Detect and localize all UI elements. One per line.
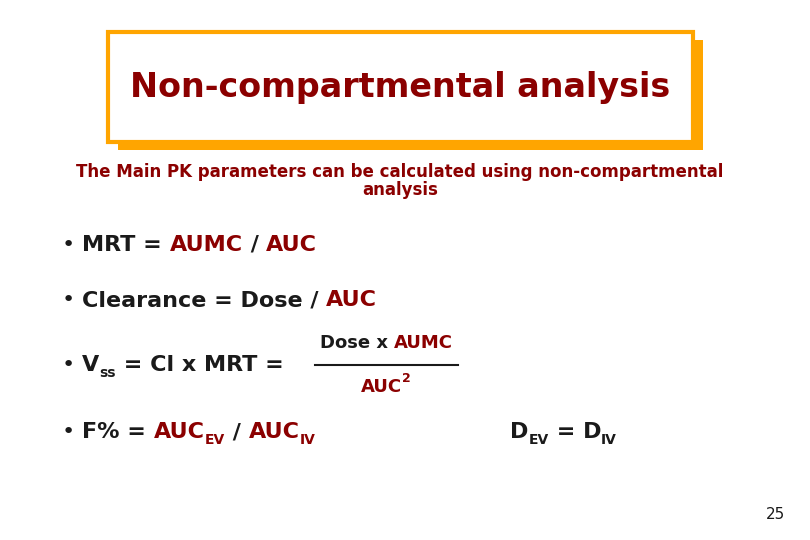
- Text: F% =: F% =: [82, 422, 154, 442]
- Text: AUC: AUC: [249, 422, 300, 442]
- Text: AUC: AUC: [326, 290, 377, 310]
- FancyBboxPatch shape: [118, 40, 703, 150]
- Text: EV: EV: [528, 433, 548, 447]
- Text: IV: IV: [601, 433, 617, 447]
- Text: D: D: [510, 422, 528, 442]
- Text: Clearance = Dose /: Clearance = Dose /: [82, 290, 326, 310]
- Text: analysis: analysis: [362, 181, 438, 199]
- Text: AUC: AUC: [266, 235, 318, 255]
- Text: = D: = D: [548, 422, 601, 442]
- Text: •: •: [62, 290, 75, 310]
- Text: 2: 2: [403, 373, 411, 386]
- Text: IV: IV: [300, 433, 315, 447]
- Text: AUMC: AUMC: [394, 334, 453, 352]
- Text: MRT =: MRT =: [82, 235, 169, 255]
- Text: •: •: [62, 422, 75, 442]
- Text: Non-compartmental analysis: Non-compartmental analysis: [130, 71, 670, 104]
- Text: /: /: [243, 235, 266, 255]
- Text: •: •: [62, 235, 75, 255]
- Text: ss: ss: [100, 366, 116, 380]
- Text: AUC: AUC: [154, 422, 205, 442]
- Text: AUMC: AUMC: [169, 235, 243, 255]
- Text: The Main PK parameters can be calculated using non-compartmental: The Main PK parameters can be calculated…: [76, 163, 723, 181]
- Text: V: V: [82, 355, 100, 375]
- Text: EV: EV: [205, 433, 225, 447]
- Text: = Cl x MRT =: = Cl x MRT =: [116, 355, 292, 375]
- Text: •: •: [62, 355, 75, 375]
- FancyBboxPatch shape: [108, 32, 693, 142]
- Text: Dose x: Dose x: [320, 334, 394, 352]
- Text: AUC: AUC: [361, 378, 403, 396]
- Text: 25: 25: [765, 507, 785, 522]
- Text: /: /: [225, 422, 249, 442]
